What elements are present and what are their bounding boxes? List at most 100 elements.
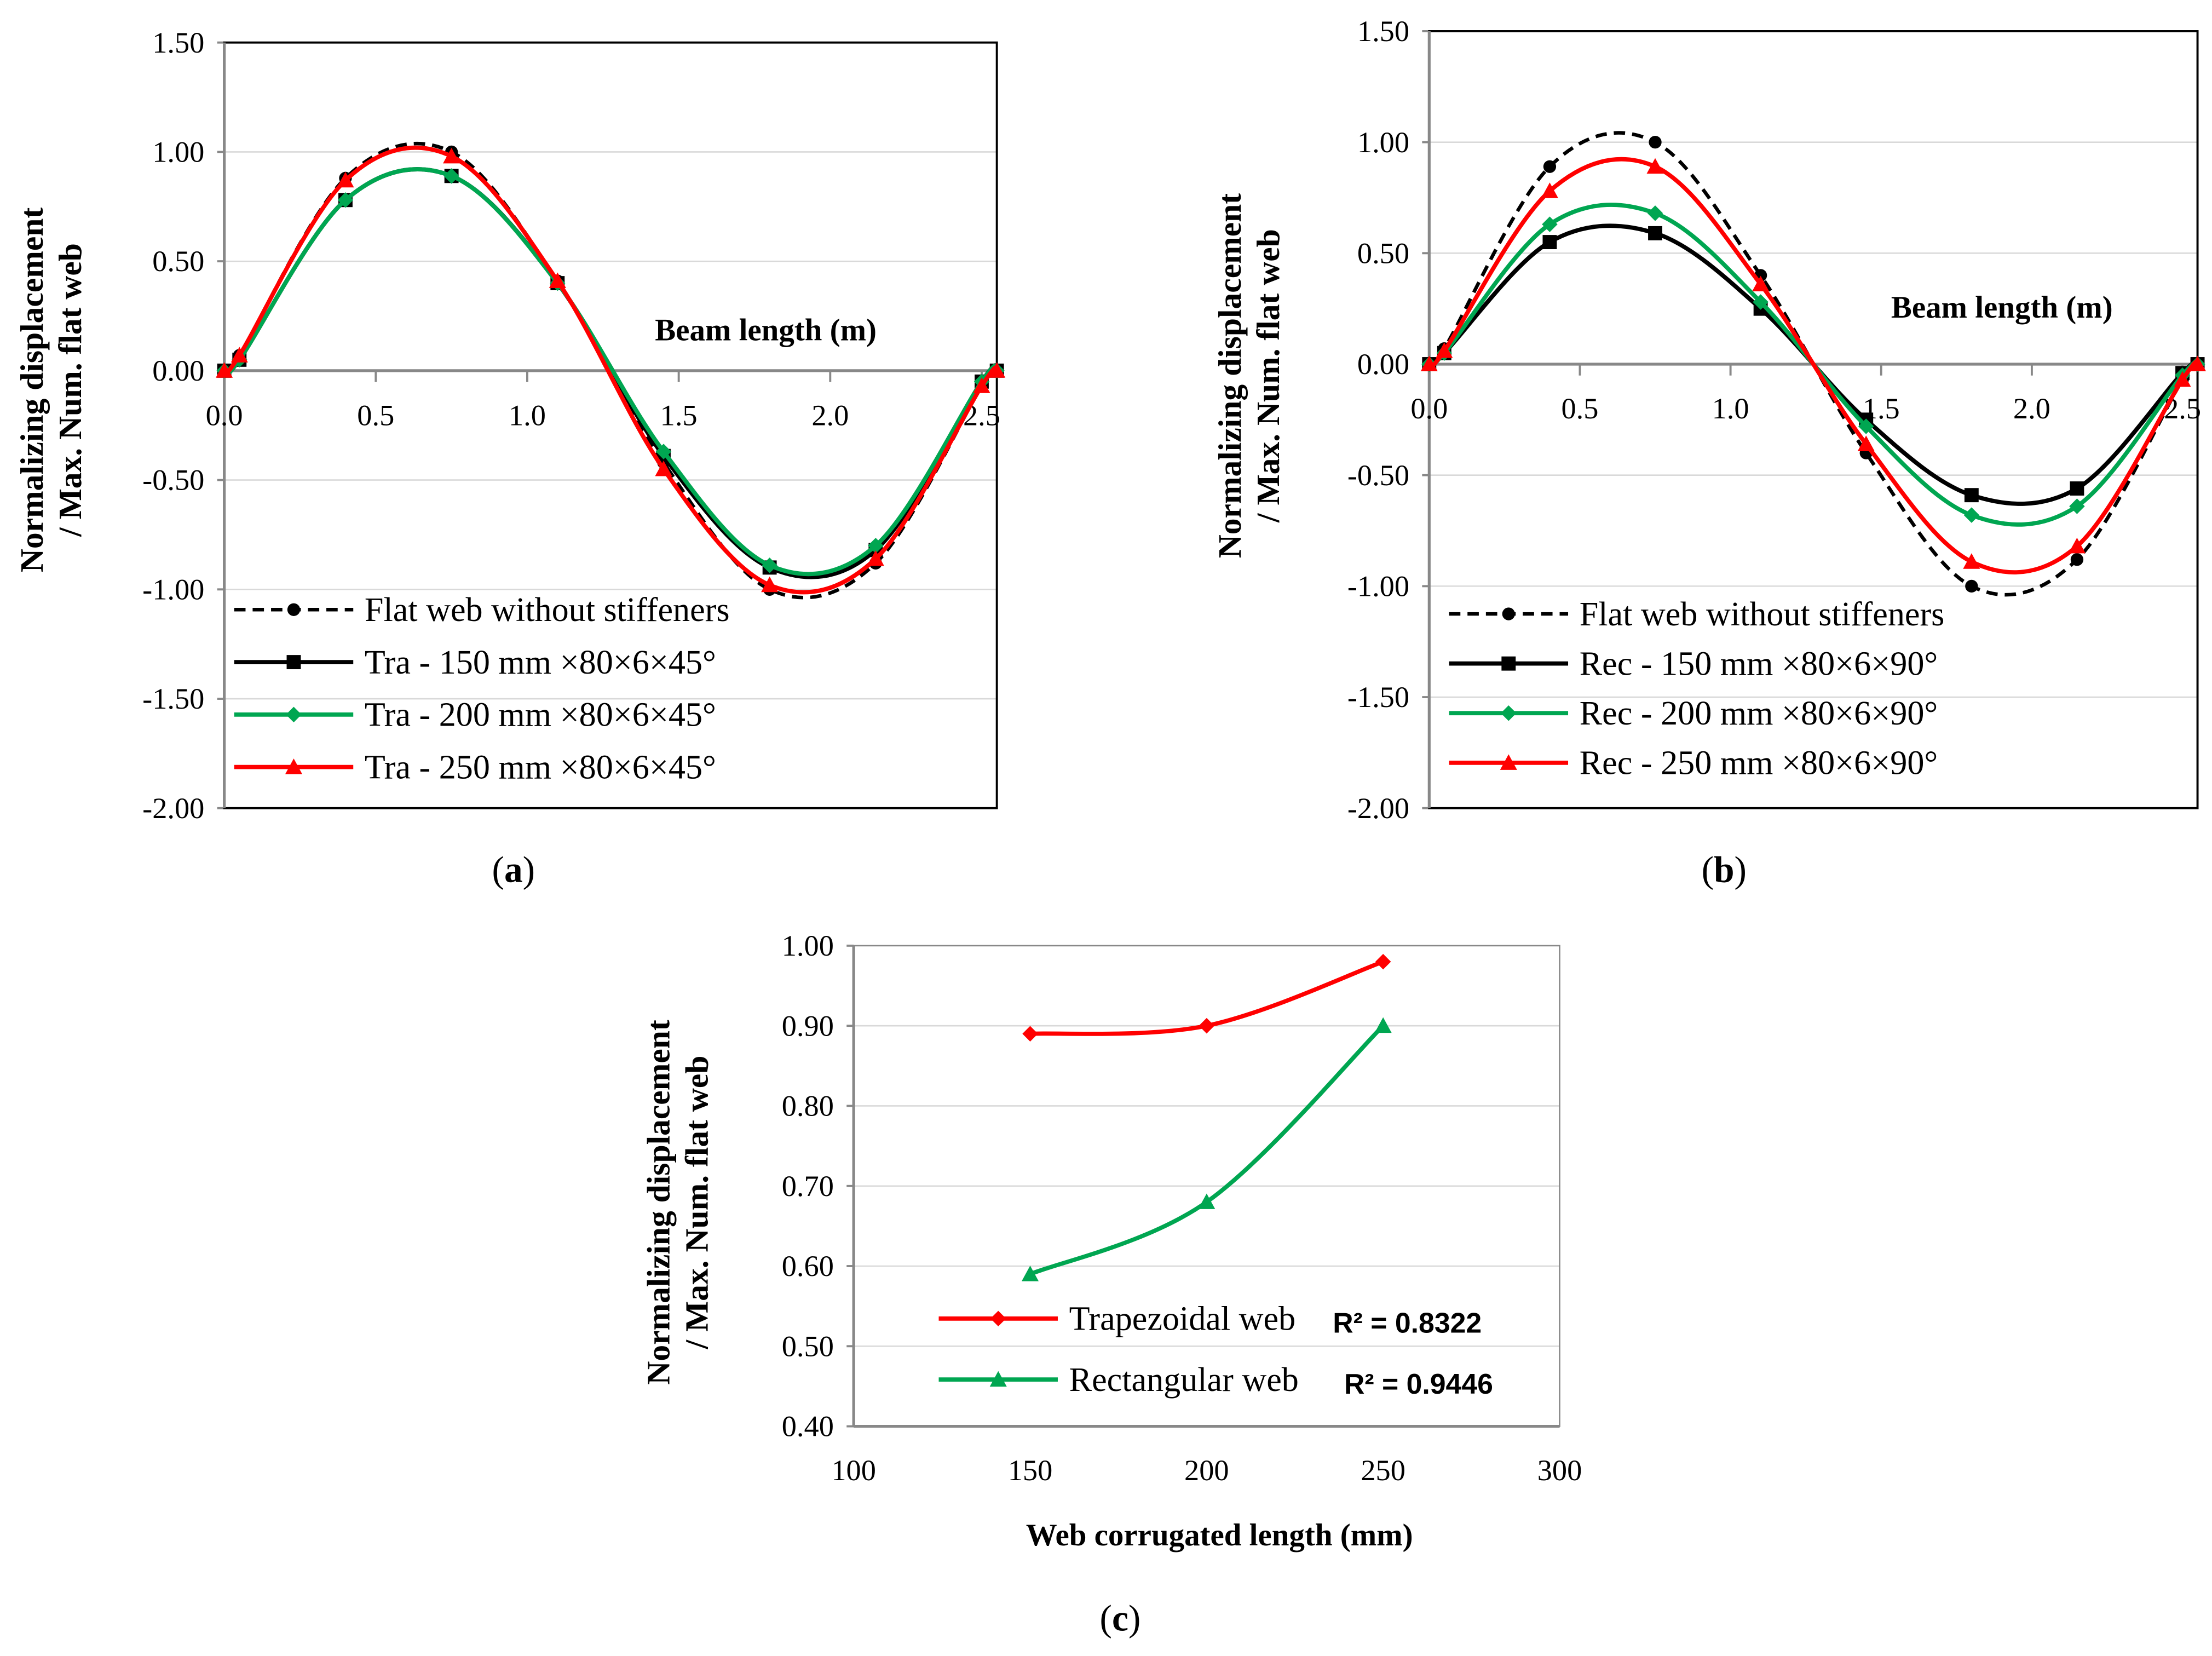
legend-label: Tra - 200 mm ×80×6×45° [365,697,716,734]
data-point [2189,355,2207,371]
plot-frame [1428,30,2199,809]
y-tick-label: -2.00 [142,792,204,825]
data-point [2070,553,2084,566]
data-point [1198,1193,1216,1209]
y-tick-label: -1.50 [1347,681,1409,714]
y-tick-label: 0.40 [782,1410,834,1443]
x-tick-label: 250 [1361,1454,1405,1487]
data-point [655,444,672,459]
y-tick-label: 1.50 [1357,15,1409,48]
legend-label: Rec - 200 mm ×80×6×90° [1580,695,1938,732]
data-point [1753,294,1769,310]
x-tick-label: 200 [1184,1454,1229,1487]
series-line [1029,1024,1385,1277]
data-point [762,557,777,573]
legend-label: Flat web without stiffeners [365,591,730,629]
y-tick-label: 0.60 [782,1250,834,1283]
legend-marker [285,758,303,774]
x-tick-label: 0.5 [357,399,394,432]
series-line [222,145,999,595]
panel-caption: (c) [1100,1597,1141,1638]
x-tick-label: 2.0 [2013,392,2050,425]
y-tick-label: -0.50 [142,464,204,497]
series-2: Rec - 200 mm ×80×6×90° [1421,203,2205,732]
x-axis-label: Web corrugated length (mm) [1026,1518,1413,1553]
legend-label: Rec - 150 mm ×80×6×90° [1580,645,1938,682]
plot-frame [223,41,998,809]
data-point [1543,160,1557,173]
y-axis-label: Normalizing displacement / Max. Num. flat… [641,1020,715,1385]
data-point [1963,553,1980,569]
y-axis-label-line1: Normalizing displacement [1212,193,1248,559]
y-axis-label-line2: / Max. Num. flat web [52,243,88,537]
y-tick-label: -1.50 [142,682,204,715]
y-tick-label: -1.00 [1347,570,1409,603]
legend-label: Trapezoidal web [1069,1301,1296,1338]
chart-a: 1.50 1.00 0.50 0.00 -0.50 -1.00 -1.50 -2.00 0.0 0… [14,26,1006,890]
y-tick-label: 0.50 [1357,237,1409,269]
data-point [2174,371,2191,387]
y-axis-label-line2: / Max. Num. flat web [1250,229,1286,523]
data-point [761,576,779,593]
data-point [1647,205,1663,221]
y-tick-label: 0.80 [782,1090,834,1123]
data-point [549,272,566,289]
legend-marker [990,1310,1006,1327]
y-tick-label: -2.00 [1347,792,1409,825]
data-point [1022,1026,1038,1042]
data-point [1375,953,1391,970]
legend-marker [287,603,301,616]
data-point [1199,1017,1215,1034]
x-tick-label: 150 [1008,1454,1053,1487]
legend-marker [1500,754,1517,770]
data-point [337,171,354,188]
chart-b: 1.50 1.00 0.50 0.00 -0.50 -1.00 -1.50 -2.00 0.0 0… [1212,15,2207,890]
panel-letter: b [1714,849,1734,890]
data-point [1858,418,1874,434]
x-tick-label: 2.5 [2164,392,2201,425]
data-point [1021,1266,1039,1281]
series-line [1427,157,2199,575]
series-3: Tra - 250 mm ×80×6×45° [216,145,1006,786]
data-point [1964,488,1979,503]
x-tick-label: 100 [831,1454,876,1487]
data-point [1648,226,1662,240]
data-point [231,347,248,363]
y-tick-label: 0.50 [782,1330,834,1362]
y-tick-label: 0.70 [782,1170,834,1203]
legend-label: Tra - 150 mm ×80×6×45° [365,644,716,681]
y-tick-label: 1.00 [782,929,834,962]
chart-c: 1.00 0.90 0.80 0.70 0.60 0.50 0.40 100 150 200 250… [641,929,1582,1638]
data-point [1541,182,1558,198]
y-axis-label: Normalizing displacement / Max. Num. flat… [1212,193,1286,559]
data-point [1646,158,1664,174]
x-tick-label: 1.5 [660,399,698,432]
legend-label: Tra - 250 mm ×80×6×45° [365,749,716,786]
x-tick-label: 0.0 [1410,392,1448,425]
x-axis-label: Beam length (m) [655,313,877,347]
series-3: Rec - 250 mm ×80×6×90° [1420,157,2207,782]
data-point [988,362,1006,378]
x-tick-label: 0.5 [1561,392,1598,425]
y-tick-label: 0.00 [152,354,204,387]
data-point [1752,275,1770,292]
x-tick-label: 0.0 [206,399,243,432]
data-point [655,461,672,476]
series-1: Rectangular web R² = 0.9446 [938,1017,1493,1400]
y-axis-label-line1: Normalizing displacement [14,208,50,573]
data-point [1436,342,1453,358]
y-tick-label: -1.00 [142,573,204,606]
y-tick-label: 0.50 [152,245,204,278]
panel-caption: (b) [1702,849,1747,890]
data-point [1420,355,1438,371]
data-point [1963,507,1980,523]
data-point [1542,235,1557,250]
data-point [1542,216,1558,232]
data-point [1857,435,1875,451]
legend-label: Rectangular web [1069,1361,1299,1399]
legend-marker [1502,607,1515,620]
legend-marker [1501,656,1516,671]
legend-marker [286,706,302,723]
data-point [2070,481,2084,496]
